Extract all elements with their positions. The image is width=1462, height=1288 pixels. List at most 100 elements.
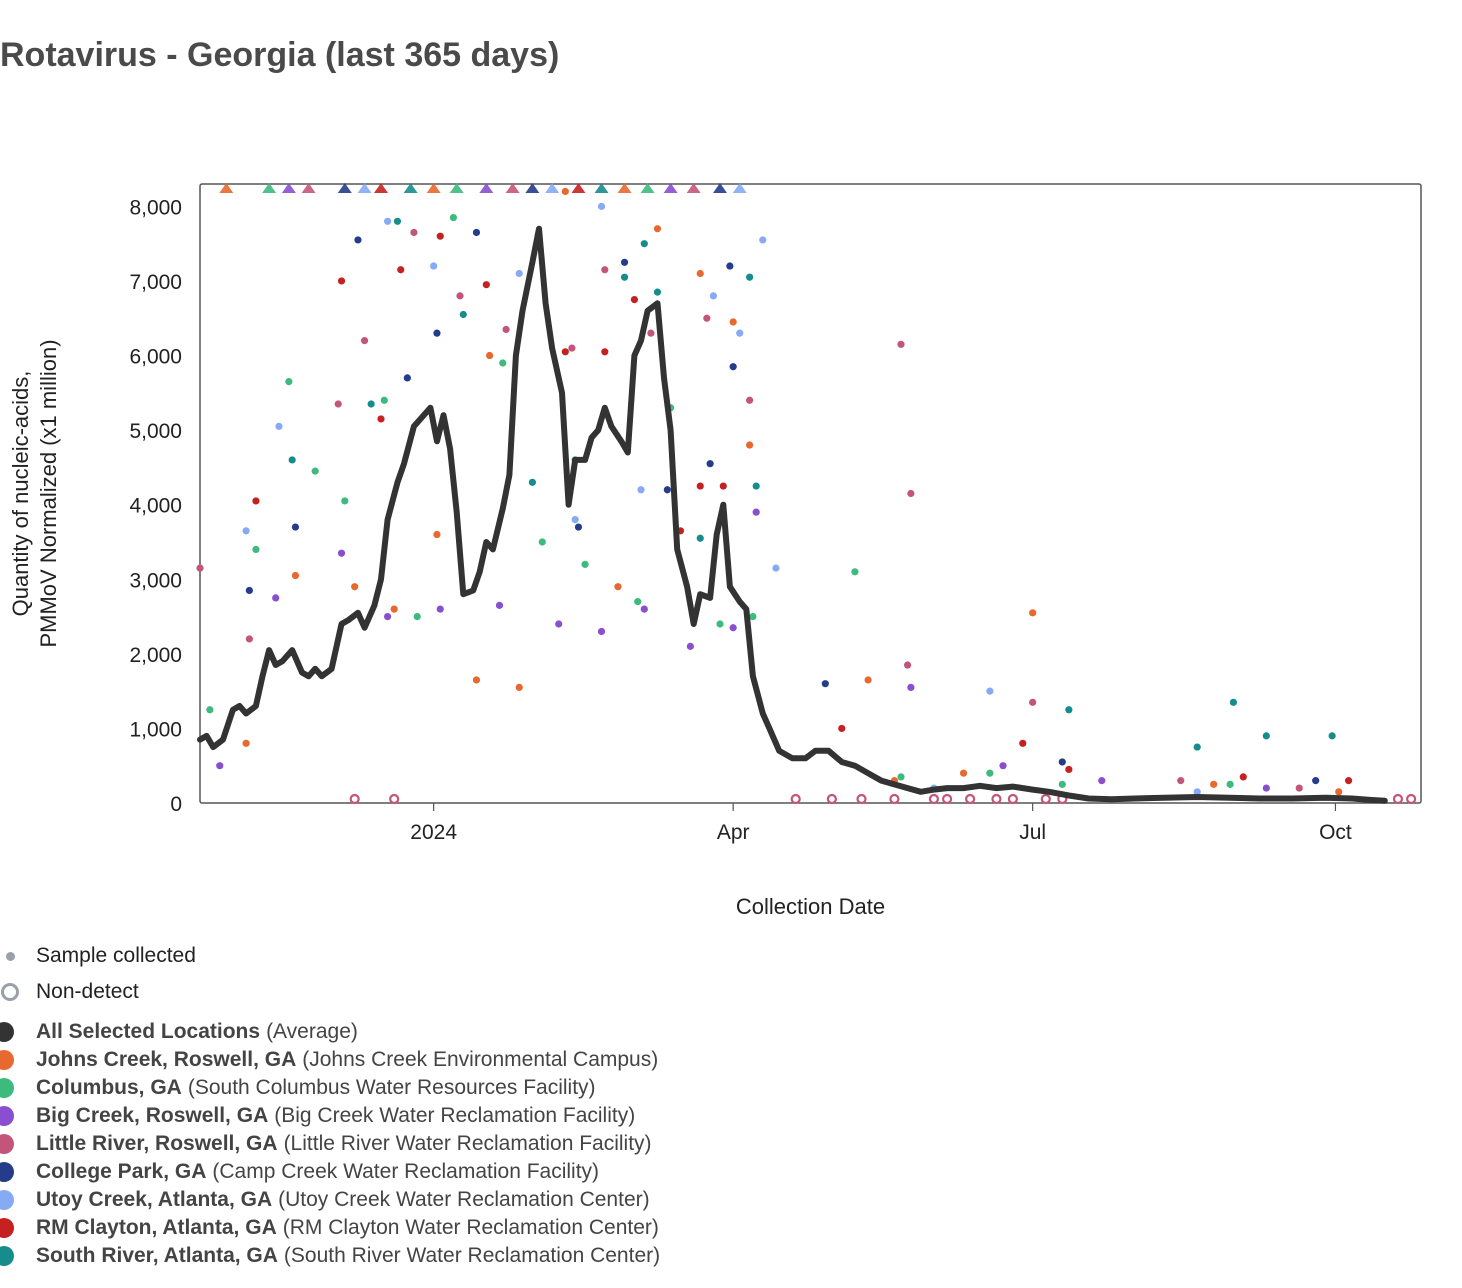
sample-point (436, 605, 444, 613)
legend-non-detect[interactable]: Non-detect (0, 974, 660, 1010)
y-axis-label-line: PMMoV Normalized (x1 million) (36, 339, 61, 647)
non-detect-point (856, 793, 867, 805)
non-detect-ring-icon (1, 983, 19, 1001)
sample-point (275, 422, 283, 430)
legend-series-name: Columbus, GA (36, 1076, 182, 1099)
legend-series-desc: (RM Clayton Water Reclamation Center) (282, 1216, 659, 1239)
sample-point (1029, 609, 1037, 617)
sample-point (634, 598, 642, 606)
legend-swatch-icon (0, 1162, 14, 1182)
sample-point (252, 497, 260, 505)
sample-point (367, 400, 375, 408)
y-tick-label: 5,000 (129, 420, 182, 443)
sample-point (1229, 698, 1238, 706)
sample-point (1065, 765, 1073, 774)
capped-marker (219, 183, 234, 193)
sample-point (897, 340, 905, 348)
sample-point (351, 583, 359, 591)
y-axis-label-line: Quantity of nucleic-acids, (8, 371, 33, 617)
sample-point (653, 225, 662, 233)
legend-series-name: Johns Creek, Roswell, GA (36, 1048, 297, 1071)
non-detect-point (928, 793, 940, 805)
sample-point (206, 706, 214, 714)
sample-point (495, 601, 504, 609)
legend-series-3[interactable]: Big Creek, Roswell, GA (Big Creek Water R… (0, 1102, 660, 1130)
sample-point (729, 318, 737, 326)
sample-point (397, 266, 405, 274)
sample-point (433, 329, 441, 337)
capped-marker (571, 183, 586, 193)
legend-non-detect-label: Non-detect (36, 980, 139, 1003)
legend-series-name: South River, Atlanta, GA (36, 1244, 278, 1267)
non-detect-point (389, 793, 400, 805)
non-detect-point (965, 793, 976, 805)
non-detect-point (889, 793, 900, 805)
legend-series-1[interactable]: Johns Creek, Roswell, GA (Johns Creek Env… (0, 1046, 660, 1074)
legend-series-5[interactable]: College Park, GA (Camp Creek Water Reclam… (0, 1158, 660, 1186)
legend-series-7[interactable]: RM Clayton, Atlanta, GA (RM Clayton Water… (0, 1214, 660, 1242)
sample-point (736, 329, 744, 337)
sample-point (581, 560, 589, 568)
sample-point (245, 635, 253, 643)
sample-point (759, 236, 767, 244)
sample-point (242, 739, 250, 747)
legend-series-6[interactable]: Utoy Creek, Atlanta, GA (Utoy Creek Water… (0, 1186, 660, 1214)
y-tick-label: 8,000 (129, 196, 182, 219)
average-line (197, 225, 1388, 804)
non-detect-point (826, 793, 837, 805)
legend-series-desc: (Little River Water Reclamation Facility… (283, 1132, 652, 1155)
sample-point (1177, 777, 1185, 785)
legend-series-desc: (Average) (266, 1020, 358, 1043)
sample-point (821, 680, 829, 688)
y-tick-label: 3,000 (129, 569, 182, 592)
legend-series-4[interactable]: Little River, Roswell, GA (Little River W… (0, 1130, 660, 1158)
sample-point (637, 486, 645, 494)
legend-series-name: RM Clayton, Atlanta, GA (36, 1216, 277, 1239)
sample-point (1262, 784, 1270, 792)
sample-point (380, 396, 388, 404)
legend-series-8[interactable]: South River, Atlanta, GA (South River Wat… (0, 1242, 660, 1270)
non-detect-point (1040, 793, 1051, 805)
sample-point (377, 415, 385, 423)
sample-point (999, 762, 1007, 770)
sample-point (696, 269, 704, 278)
x-tick-label: Jul (1019, 821, 1046, 844)
sample-point (1312, 777, 1320, 785)
sample-point (571, 516, 579, 524)
sample-point (574, 523, 583, 531)
sample-point (472, 676, 481, 684)
sample-point (706, 460, 714, 468)
sample-point (449, 213, 458, 222)
sample-point (696, 482, 704, 490)
sample-point (630, 295, 639, 304)
sample-point (515, 269, 523, 278)
sample-point (703, 314, 711, 322)
sample-point (647, 329, 655, 337)
sample-point (383, 217, 392, 225)
sample-point (907, 489, 915, 498)
sample-point (285, 378, 293, 386)
sample-point (1239, 773, 1247, 781)
legend-series-2[interactable]: Columbus, GA (South Columbus Water Resour… (0, 1074, 660, 1102)
sample-point (568, 344, 576, 352)
sample-point (1295, 784, 1303, 792)
legend-sample-collected[interactable]: Sample collected (0, 938, 660, 974)
plot-frame (199, 183, 1422, 804)
legend-series-desc: (Camp Creek Water Reclamation Facility) (212, 1160, 600, 1183)
sample-point (502, 325, 510, 334)
non-detect-point (941, 793, 953, 805)
non-detect-point (991, 793, 1002, 805)
sample-point (393, 217, 402, 225)
sample-point (430, 262, 438, 270)
x-tick-label: Oct (1319, 821, 1352, 844)
non-detect-point (790, 793, 801, 805)
sample-point (601, 266, 609, 274)
x-tick-label: 2024 (410, 821, 457, 844)
sample-point (337, 549, 346, 557)
sample-point (752, 508, 760, 516)
sample-point (1058, 758, 1066, 766)
capped-marker (640, 183, 655, 193)
legend-swatch-icon (0, 1106, 14, 1126)
legend-series-0[interactable]: All Selected Locations (Average) (0, 1018, 660, 1046)
sample-point (614, 583, 622, 591)
